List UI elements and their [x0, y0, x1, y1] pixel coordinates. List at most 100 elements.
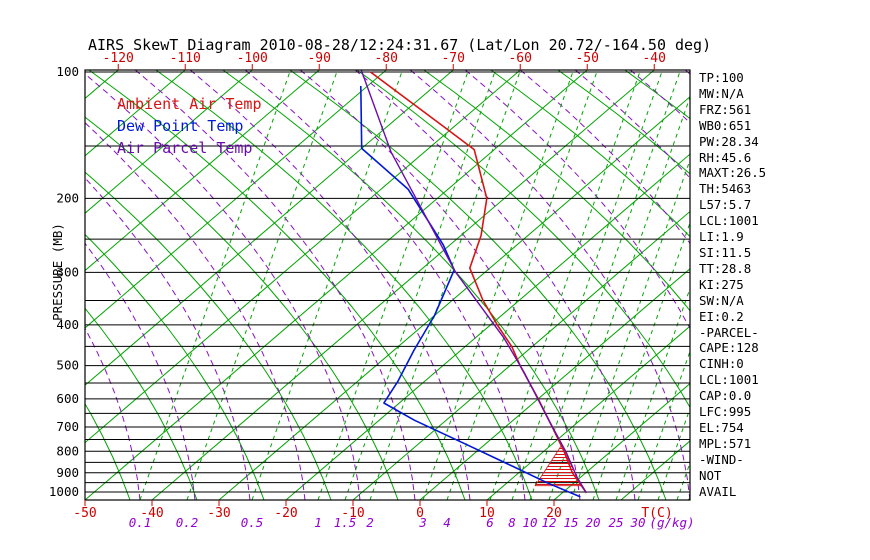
moist-adiabat-line	[85, 327, 141, 500]
axis-tick-label: PRESSURE (MB)	[50, 223, 65, 321]
mixing-ratio-line	[570, 158, 690, 500]
frame-rect	[84, 69, 691, 501]
moist-adiabat-line	[354, 70, 636, 500]
axis-tick-label: 0.1	[129, 515, 152, 530]
isotherm-line	[85, 70, 588, 500]
stat-line: PW:28.34	[699, 133, 759, 149]
axis-tick-label: 10	[479, 506, 495, 521]
stat-line: LCL:1001	[699, 372, 759, 388]
axis-tick-label: 25	[608, 515, 623, 530]
axis-tick-label: 0	[416, 506, 424, 521]
dry-adiabat-line	[85, 402, 131, 500]
stat-line: TP:100	[699, 70, 744, 85]
mixing-ratio-line	[369, 70, 521, 500]
moist-adiabat-line	[85, 242, 196, 500]
dry-adiabat-line	[85, 307, 198, 500]
curve-red	[370, 71, 588, 494]
dry-adiabat-line	[85, 116, 399, 500]
dry-adiabat-line	[557, 70, 690, 175]
axis-tick-label: 900	[56, 465, 79, 480]
curve-blue	[360, 85, 581, 498]
mixing-ratio-line	[422, 70, 574, 500]
dry-adiabat-line	[155, 70, 533, 500]
stat-line: NOT	[699, 467, 722, 483]
isotherm-line	[85, 70, 253, 214]
axis-tick-label: -100	[237, 51, 268, 66]
stat-line: LI:1.9	[699, 229, 744, 245]
mixing-ratio-line	[548, 95, 690, 500]
axis-tick-label: 2	[366, 515, 374, 530]
stat-line: LCL:1001	[699, 213, 759, 229]
moist-adiabat-line	[299, 70, 581, 500]
axis-tick-label: 800	[56, 443, 79, 458]
dry-adiabat-line	[356, 70, 690, 409]
mixing-ratio-line	[637, 349, 690, 500]
sounding-curves	[360, 70, 588, 498]
isotherm-line	[85, 70, 387, 329]
stats-panel: TP:100 MW:N/A FRZ:561 WB0:651 PW:28.34 RH:45.…	[699, 70, 766, 499]
stat-line: MW:N/A	[699, 85, 744, 101]
axis-tick-label: 12	[541, 515, 556, 530]
isotherm-line	[486, 325, 690, 500]
mixing-ratio-line	[186, 70, 338, 500]
stat-line: KI:275	[699, 276, 744, 292]
axis-tick-label: 1000	[49, 484, 79, 499]
stat-line: SW:N/A	[699, 292, 744, 308]
legend-air-parcel-temp: Air Parcel Temp	[117, 139, 253, 157]
curve-parcel	[360, 70, 588, 494]
isotherm-line	[85, 70, 454, 386]
mixing-ratio-line	[529, 70, 681, 500]
moist-adiabat-line	[85, 122, 306, 500]
axis-tick-label: 1	[314, 515, 322, 530]
axis-tick-label: 1.5	[334, 515, 357, 530]
pressure-gridlines	[85, 71, 690, 493]
axis-labels: -120 -110 -100 -90 -80 -70 -60 -50 -40-50 -40 -30-…	[49, 51, 695, 530]
axis-tick-label: 4	[443, 515, 451, 530]
axis-tick-label: 200	[56, 190, 79, 205]
axis-tick-label: 15	[563, 515, 578, 530]
isotherm-line	[0, 70, 51, 500]
stat-line: CAP:0.0	[699, 388, 752, 404]
axis-tick-label: -60	[508, 51, 531, 66]
moist-adiabat-line	[464, 70, 690, 330]
axis-tick-label: -50	[575, 51, 598, 66]
axis-tick-label: 8	[508, 515, 516, 530]
moist-adiabat-line	[134, 70, 416, 500]
axis-tick-label: 0.2	[176, 515, 199, 530]
axis-tick-label: 0.5	[241, 515, 264, 530]
background-gridlines	[0, 70, 690, 500]
mixing-ratio-line	[446, 70, 598, 500]
axis-tick-label: -90	[307, 51, 330, 66]
stat-line: L57:5.7	[699, 197, 752, 213]
mixing-ratio-line	[344, 70, 496, 500]
axis-tick-label: T(C)	[641, 506, 672, 521]
mixing-ratio-line	[251, 70, 403, 500]
axis-tick-label: 300	[56, 264, 79, 279]
axis-tick-label: 30	[629, 515, 645, 530]
stat-line: -PARCEL-	[699, 324, 759, 340]
stat-line: EI:0.2	[699, 308, 744, 324]
isotherm-line	[85, 70, 186, 157]
mixing-ratio-line	[592, 221, 690, 500]
mixing-ratio-line	[511, 70, 663, 500]
axis-tick-label: 700	[56, 419, 79, 434]
stat-line: RH:45.6	[699, 149, 752, 165]
isotherm-line	[553, 382, 690, 500]
stat-line: AVAIL	[699, 483, 737, 499]
legend-ambient-air-temp: Ambient Air Temp	[117, 95, 262, 113]
axis-tick-label: -40	[140, 506, 163, 521]
mixing-ratio-line	[615, 287, 690, 500]
moist-adiabat-line	[409, 70, 690, 500]
legend-dew-point-temp: Dew Point Temp	[117, 117, 244, 135]
stat-line: LFC:995	[699, 404, 752, 420]
stat-line: TT:28.8	[699, 260, 752, 276]
chart-title: AIRS SkewT Diagram 2010-08-28/12:24:31.6…	[88, 36, 712, 54]
axis-tick-label: 6	[486, 515, 494, 530]
dry-adiabat-line	[222, 70, 600, 500]
axis-tick-label: 600	[56, 391, 79, 406]
axis-tick-label: -70	[441, 51, 464, 66]
moist-adiabat-line	[85, 73, 361, 500]
axis-tick-label: 3	[418, 515, 427, 530]
mixing-ratio-line	[489, 70, 641, 500]
